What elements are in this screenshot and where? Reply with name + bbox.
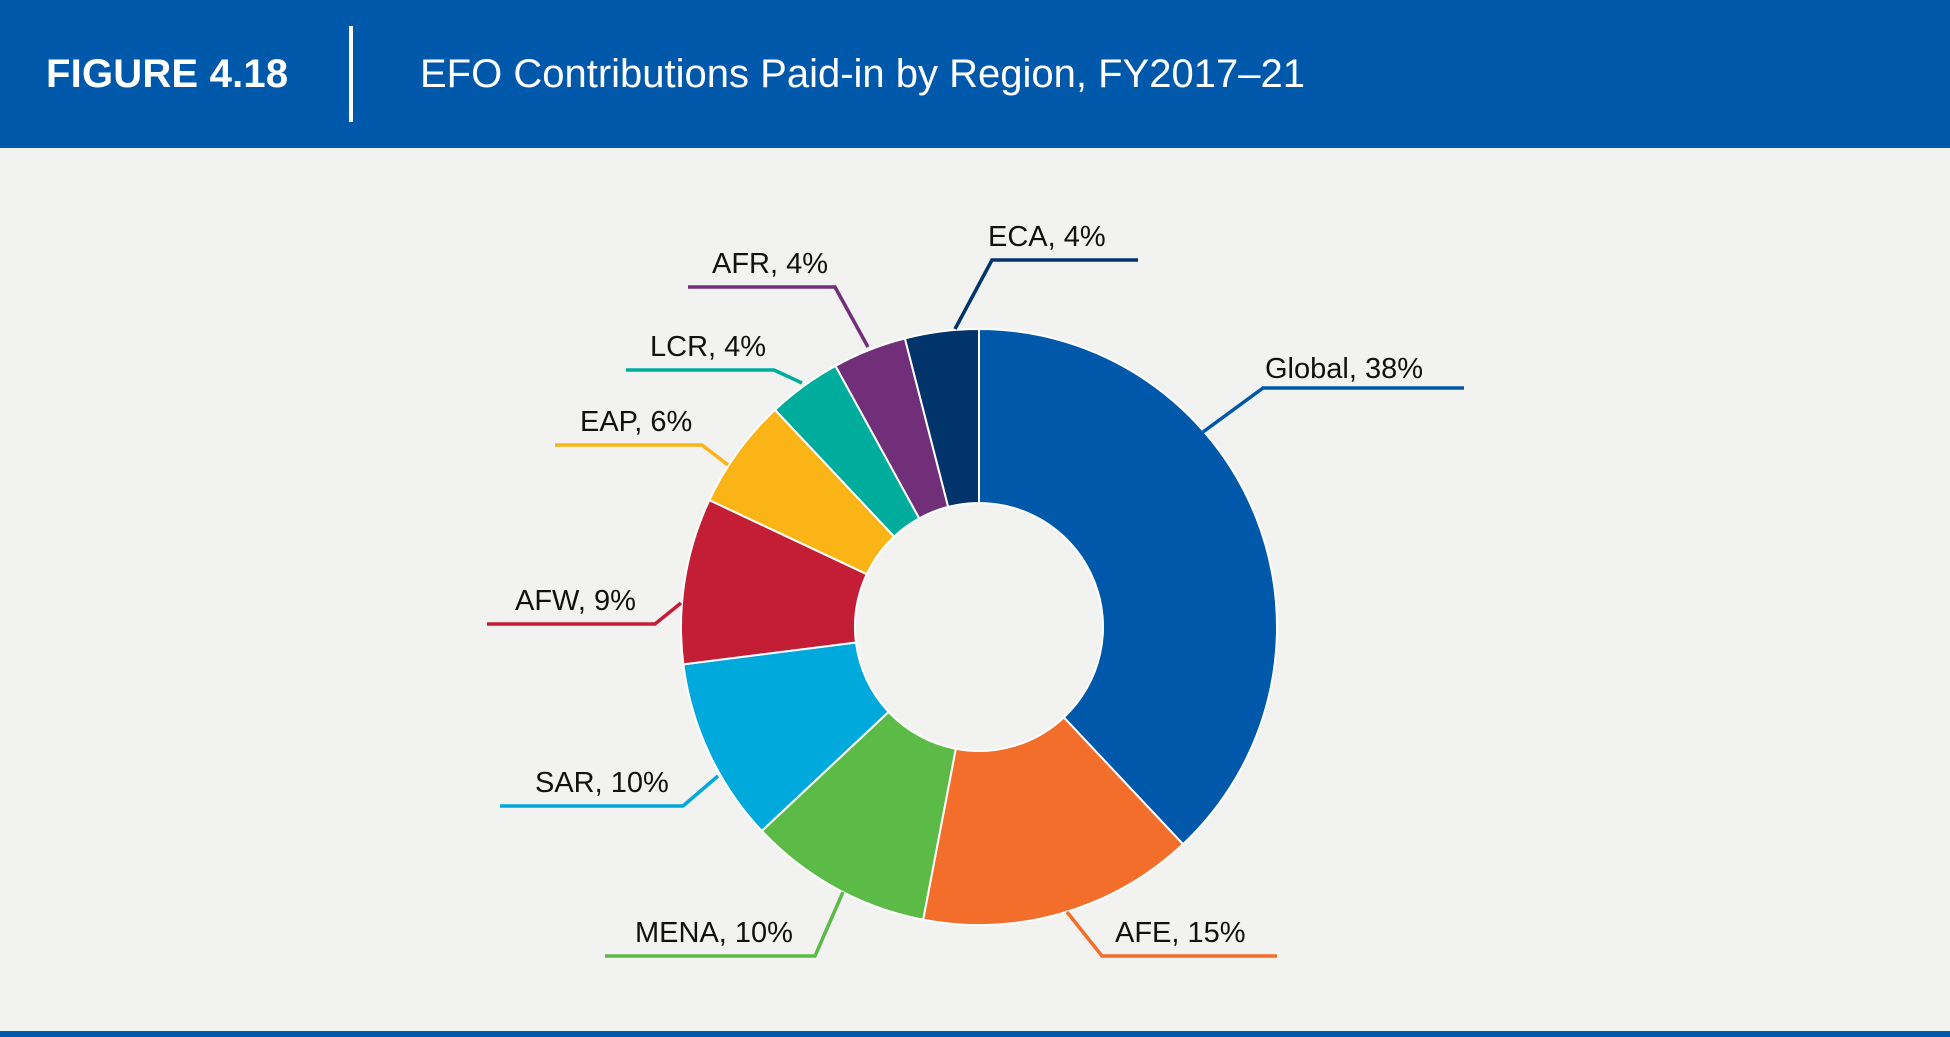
leader-line-eap (555, 443, 730, 467)
figure-title: EFO Contributions Paid-in by Region, FY2… (420, 52, 1305, 96)
bottom-rule (0, 1031, 1950, 1037)
leader-line-lcr (626, 368, 803, 385)
leader-line-afw (487, 601, 683, 626)
leader-line-afr (688, 285, 870, 348)
leader-line-global (1201, 386, 1464, 434)
slice-label-eca: ECA, 4% (988, 221, 1106, 253)
slice-global (978, 327, 1278, 846)
slice-label-sar: SAR, 10% (535, 767, 669, 799)
slice-sar (682, 641, 891, 833)
figure-number: FIGURE 4.18 (46, 52, 289, 96)
slice-eca (903, 327, 980, 509)
slice-label-global: Global, 38% (1265, 353, 1423, 385)
slice-label-afe: AFE, 15% (1115, 917, 1246, 949)
slice-label-afr: AFR, 4% (712, 248, 828, 280)
slice-label-eap: EAP, 6% (580, 406, 692, 438)
leader-line-afe (1065, 910, 1277, 958)
leader-line-mena (605, 891, 845, 958)
slice-mena (760, 710, 957, 921)
header-divider (349, 26, 353, 122)
slice-label-mena: MENA, 10% (635, 917, 793, 949)
leader-line-eca (953, 258, 1138, 330)
slice-afe (921, 715, 1185, 926)
leader-line-sar (500, 774, 720, 808)
slice-label-lcr: LCR, 4% (650, 331, 766, 363)
slice-label-afw: AFW, 9% (515, 585, 636, 617)
figure-header: FIGURE 4.18 EFO Contributions Paid-in by… (0, 0, 1950, 148)
